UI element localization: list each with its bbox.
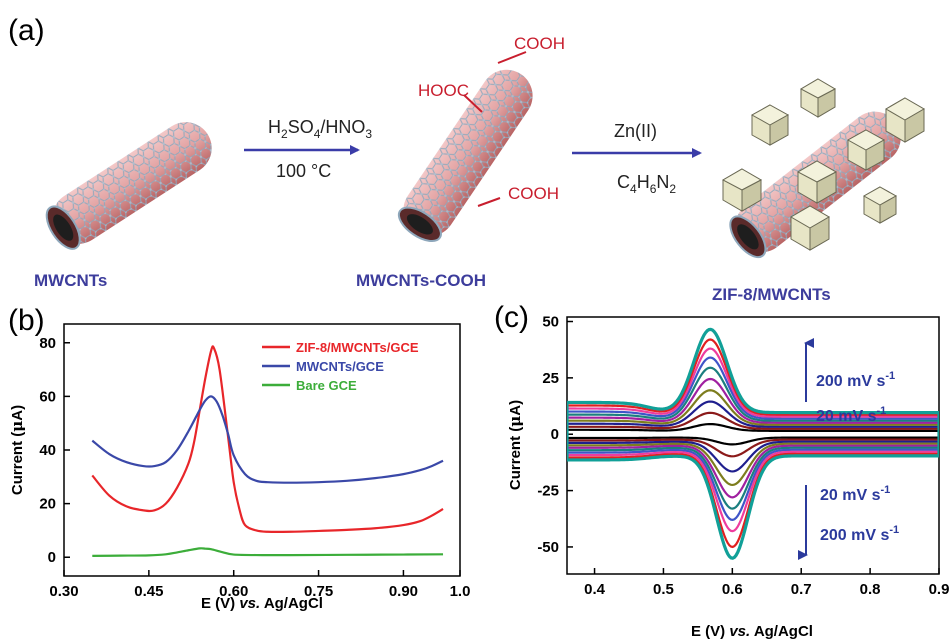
panel-c-x-tick-label: 0.7 (791, 581, 812, 598)
panel-b-series-line-1 (91, 345, 444, 534)
panel-b-plot-frame (63, 323, 461, 577)
panel-c-cv-curve-6 (567, 366, 939, 510)
cooh-bottom-label: COOH (508, 184, 559, 203)
panel-a-label: (a) (8, 14, 45, 47)
panel-b-x-tick-label: 0.30 (49, 583, 78, 600)
panel-b-series-line-3 (92, 547, 444, 557)
panel-b-y-axis-title: Current (μA) (8, 405, 26, 495)
scan-rate-top-high: 200 mV s-1 (816, 370, 895, 390)
panel-b-y-tick-label: 60 (39, 388, 56, 405)
reaction-arrow-1-reagent: H2SO4/HNO3 (268, 117, 372, 141)
cooh-top-bond (497, 51, 527, 64)
scan-rate-bottom-high: 200 mV s-1 (820, 524, 899, 544)
panel-b-chart: (b) 0.30 0.45 0.60 0.75 0.90 1.0 0 20 40 60 80 ZIF… (8, 304, 470, 612)
panel-c-cv-curve-5 (567, 377, 939, 499)
mwcnt-tube-illustration (45, 122, 212, 250)
panel-c-cv-curve-1 (567, 422, 939, 446)
panel-c-cv-curve-4 (567, 389, 939, 487)
reaction-arrow-1-condition: 100 °C (276, 161, 331, 181)
zif8-crystals (721, 78, 925, 251)
scan-rate-bottom-low: 20 mV s-1 (820, 484, 890, 504)
mwcnt-cooh-tube-illustration (397, 69, 533, 243)
panel-b-x-axis-title: E (V) vs. Ag/AgCl (201, 595, 323, 612)
panel-c-y-axis-title: Current (μA) (506, 400, 524, 490)
panel-c-y-tick-label: 25 (542, 370, 559, 387)
panel-b-x-tick-label: 0.60 (219, 583, 248, 600)
panel-b-legend-entry-1: ZIF-8/MWCNTs/GCE (296, 340, 419, 355)
panel-c-label: (c) (494, 301, 529, 334)
panel-a-scheme: (a) H2SO4/HNO3 100 °C COOH HOOC COOH Zn(… (8, 14, 925, 304)
panel-c-x-tick-label: 0.9 (929, 581, 950, 598)
step-label-mwcnts-cooh: MWCNTs-COOH (356, 271, 486, 290)
panel-c-x-axis-title: E (V) vs. Ag/AgCl (691, 623, 813, 640)
panel-b-y-tick-label: 80 (39, 335, 56, 352)
panel-c-y-tick-label: -25 (537, 483, 559, 500)
panel-c-y-tick-label: 0 (551, 426, 559, 443)
panel-c-chart: (c) 0.4 0.5 0.6 0.7 0.8 0.9 -50 -25 0 25 50 E (V) … (494, 301, 949, 640)
panel-b-series (91, 345, 444, 557)
step-label-mwcnts: MWCNTs (34, 271, 107, 290)
reaction-arrow-2-ligand: C4H6N2 (617, 172, 676, 196)
panel-c-cv-curve-10 (567, 327, 939, 560)
panel-c-ticks: 0.4 0.5 0.6 0.7 0.8 0.9 -50 -25 0 25 50 (537, 314, 949, 598)
panel-b-y-tick-label: 0 (48, 549, 56, 566)
cooh-top-label: COOH (514, 34, 565, 53)
panel-b-x-tick-label: 0.45 (134, 583, 163, 600)
panel-c-series (567, 327, 939, 560)
zif8-mwcnt-illustration (721, 78, 925, 259)
panel-b-y-tick-label: 20 (39, 496, 56, 513)
panel-c-y-tick-label: 50 (542, 314, 559, 331)
panel-b-x-tick-label: 0.75 (304, 583, 333, 600)
panel-c-cv-curve-8 (567, 347, 939, 533)
panel-c-x-tick-label: 0.5 (653, 581, 674, 598)
panel-b-x-tick-label: 1.0 (450, 583, 471, 600)
panel-b-y-tick-label: 40 (39, 442, 56, 459)
hooc-bond (463, 94, 483, 113)
panel-c-x-tick-label: 0.4 (584, 581, 606, 598)
panel-c-x-tick-label: 0.8 (860, 581, 881, 598)
panel-c-y-tick-label: -50 (537, 539, 559, 556)
panel-c-cv-curve-9 (567, 338, 939, 549)
panel-c-cv-curve-7 (567, 356, 939, 522)
panel-c-cv-curve-2 (567, 411, 939, 458)
scan-rate-top-low: 20 mV s-1 (816, 405, 886, 425)
panel-b-legend: ZIF-8/MWCNTs/GCE MWCNTs/GCE Bare GCE (262, 340, 419, 393)
cooh-bottom-bond (477, 197, 501, 207)
panel-b-legend-entry-2: MWCNTs/GCE (296, 359, 384, 374)
panel-b-ticks: 0.30 0.45 0.60 0.75 0.90 1.0 0 20 40 60 80 (39, 335, 470, 600)
panel-c-cv-curve-3 (567, 400, 939, 473)
reaction-arrow-2-reagent: Zn(II) (614, 121, 657, 141)
panel-c-x-tick-label: 0.6 (722, 581, 743, 598)
panel-b-x-tick-label: 0.90 (389, 583, 418, 600)
hooc-label: HOOC (418, 81, 469, 100)
panel-b-label: (b) (8, 304, 45, 337)
panel-b-legend-entry-3: Bare GCE (296, 378, 357, 393)
panel-b-series-line-2 (91, 395, 444, 484)
step-label-zif8-mwcnts: ZIF-8/MWCNTs (712, 285, 831, 304)
